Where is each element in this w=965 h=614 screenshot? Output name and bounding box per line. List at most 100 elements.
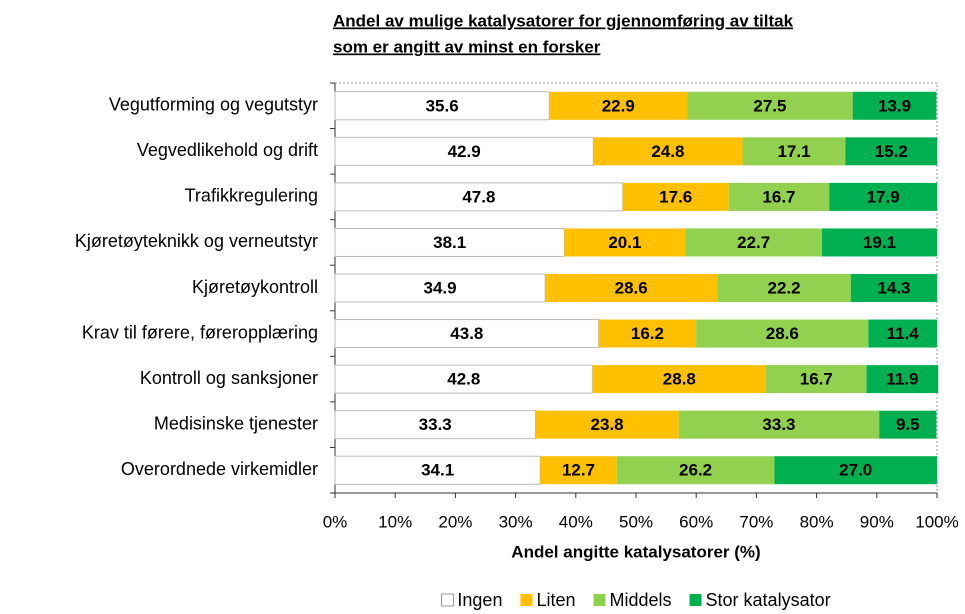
data-label: 28.6 [766,324,799,343]
legend-label: Stor katalysator [706,590,831,610]
data-label: 47.8 [462,187,495,206]
data-label: 34.1 [421,461,454,480]
x-tick-label: 10% [378,512,412,531]
data-label: 11.4 [887,324,920,343]
bar-segment [845,137,937,166]
y-tick-label: Kjøretøyteknikk og verneutstyr [75,231,318,251]
bar-segment [545,274,718,302]
bar-segment [766,365,867,394]
bar-segment [717,274,851,302]
data-label: 26.2 [679,461,712,480]
bar-segment [592,365,767,394]
data-label: 23.8 [591,415,624,434]
data-label: 42.8 [447,370,480,389]
bar-segment [728,182,830,211]
bar-segment [334,227,565,257]
data-label: 12.7 [562,461,595,480]
data-label: 22.9 [602,96,635,115]
data-label: 19.1 [863,233,896,252]
y-tick-label: Krav til førere, føreropplæring [82,322,318,342]
x-tick-label: 40% [559,512,593,531]
chart-title: Andel av mulige katalysatorer for gjenno… [333,11,794,30]
bar-segment [334,136,594,166]
data-label: 14.3 [877,278,910,297]
data-label: 22.2 [768,278,801,297]
data-label: 16.7 [762,187,795,206]
bar-segment [334,410,536,440]
bar-segment [879,410,937,439]
bar-segment [598,319,697,348]
x-axis-title: Andel angitte katalysatorer (%) [511,542,760,561]
bar-segment [549,91,688,120]
bar-segment [774,456,937,485]
x-tick-label: 20% [438,512,472,531]
bar-segment [540,456,617,485]
data-label: 27.0 [839,461,872,480]
data-label: 33.3 [419,415,452,434]
bar-segment [616,456,775,485]
legend-swatch [520,594,533,606]
bar-segment [850,274,937,302]
bar-segment [696,319,869,348]
data-label: 20.1 [608,233,641,252]
data-label: 15.2 [875,142,908,161]
data-label: 28.8 [663,370,696,389]
legend-label: Middels [610,590,672,610]
data-label: 17.1 [777,142,810,161]
bar-segment [685,228,823,257]
data-label: 9.5 [896,415,920,434]
data-label: 17.6 [659,187,692,206]
legend-swatch [593,594,606,606]
bar-segment [687,91,853,120]
data-label: 43.8 [450,324,483,343]
data-label: 28.6 [615,278,648,297]
bar-segment [678,410,880,439]
x-tick-label: 60% [679,512,713,531]
bar-segment [822,228,937,257]
y-tick-label: Medisinske tjenester [154,413,318,433]
bar-segment [564,228,686,257]
y-tick-label: Kjøretøykontroll [192,277,318,297]
x-tick-label: 50% [619,512,653,531]
data-label: 22.7 [737,233,770,252]
x-tick-label: 0% [323,512,348,531]
data-label: 33.3 [762,415,795,434]
data-label: 13.9 [878,96,911,115]
x-tick-label: 90% [860,512,894,531]
bar-segment [868,319,937,348]
bar-segment [742,137,846,166]
data-label: 16.2 [631,324,664,343]
bar-segment [334,364,594,394]
bar-segment [535,410,679,439]
data-label: 24.8 [651,142,684,161]
legend-label: Ingen [457,590,502,610]
y-tick-label: Vegutforming og vegutstyr [109,95,318,115]
x-tick-label: 30% [499,512,533,531]
data-label: 27.5 [753,96,786,115]
bar-segment [334,182,624,212]
bar-segment [334,91,550,121]
data-label: 42.9 [448,142,481,161]
bar-segment [866,365,939,394]
legend-swatch [440,593,454,607]
bar-segment [852,91,937,120]
y-tick-label: Kontroll og sanksjoner [140,368,318,388]
y-tick-label: Vegvedlikehold og drift [137,140,318,160]
bar-segment [334,319,600,349]
bar-segment [622,182,729,211]
x-tick-label: 70% [739,512,773,531]
data-label: 11.9 [886,370,918,389]
bar-segment [593,137,743,166]
x-tick-label: 100% [915,512,958,531]
y-tick-label: Trafikkregulering [185,186,318,206]
data-label: 17.9 [867,187,900,206]
bar-segment [829,182,937,211]
bar-segment [334,273,546,303]
legend-label: Liten [536,590,575,610]
chart-title: som er angitt av minst en forsker [333,37,601,56]
x-tick-label: 80% [800,512,834,531]
data-label: 16.7 [800,370,833,389]
data-label: 38.1 [433,233,466,252]
data-label: 34.9 [424,278,457,297]
